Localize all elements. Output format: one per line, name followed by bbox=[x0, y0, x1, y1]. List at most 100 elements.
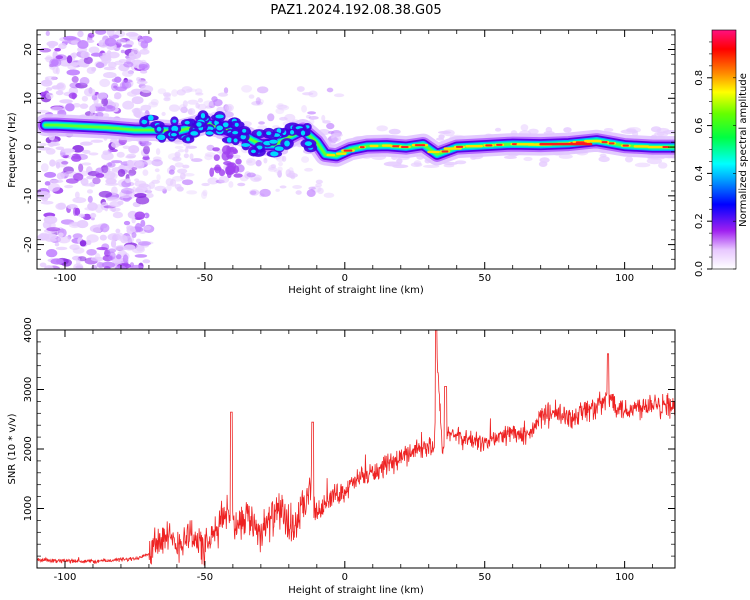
noise-blob bbox=[101, 261, 116, 269]
noise-blob bbox=[202, 189, 208, 197]
ridge-burst-core bbox=[196, 122, 202, 127]
noise-blob bbox=[134, 188, 144, 194]
noise-blob bbox=[190, 158, 203, 163]
ridge-burst-core bbox=[157, 134, 166, 141]
noise-blob bbox=[72, 247, 85, 254]
noise-blob bbox=[110, 141, 120, 148]
noise-blob bbox=[77, 40, 89, 49]
noise-blob bbox=[157, 88, 167, 95]
noise-blob bbox=[223, 87, 229, 94]
noise-blob bbox=[40, 200, 54, 205]
noise-blob bbox=[251, 101, 263, 106]
noise-blob bbox=[189, 153, 194, 160]
noise-blob bbox=[256, 86, 269, 94]
snr-ytick-label: 3000 bbox=[23, 377, 34, 402]
noise-blob bbox=[106, 161, 116, 168]
noise-blob bbox=[121, 70, 134, 77]
noise-blob bbox=[140, 219, 146, 228]
noise-blob bbox=[172, 156, 182, 162]
noise-blob bbox=[86, 234, 99, 243]
spectrogram-ylabel: Frequency (Hz) bbox=[7, 112, 18, 188]
noise-blob bbox=[64, 184, 74, 189]
noise-blob bbox=[174, 145, 184, 149]
noise-blob bbox=[148, 101, 159, 108]
noise-blob bbox=[194, 88, 203, 95]
noise-blob bbox=[143, 145, 150, 155]
noise-blob bbox=[241, 84, 253, 93]
noise-blob bbox=[326, 122, 335, 130]
noise-blob bbox=[55, 55, 64, 60]
noise-blob bbox=[284, 113, 296, 122]
noise-blob bbox=[235, 158, 242, 165]
noise-blob bbox=[117, 38, 126, 44]
spectrogram-xtick-label: 50 bbox=[478, 273, 491, 284]
noise-blob bbox=[110, 172, 118, 180]
noise-blob bbox=[106, 197, 120, 202]
noise-blob bbox=[156, 174, 161, 181]
noise-blob bbox=[77, 30, 84, 38]
snr-xtick-label: 0 bbox=[342, 572, 348, 583]
noise-blob bbox=[46, 227, 61, 232]
ridge-burst-core bbox=[156, 126, 162, 132]
noise-blob bbox=[59, 99, 73, 104]
ridge-burst-core bbox=[171, 132, 177, 137]
noise-blob bbox=[201, 182, 210, 187]
snr-ytick-label: 1000 bbox=[23, 496, 34, 521]
noise-blob bbox=[217, 92, 229, 97]
noise-blob bbox=[301, 156, 310, 163]
noise-blob bbox=[443, 164, 455, 168]
noise-blob bbox=[81, 162, 92, 166]
noise-blob bbox=[103, 71, 117, 79]
noise-blob bbox=[37, 109, 50, 114]
noise-blob bbox=[184, 147, 189, 153]
noise-blob bbox=[101, 54, 112, 64]
noise-blob bbox=[308, 90, 318, 98]
noise-blob bbox=[81, 95, 89, 102]
noise-blob bbox=[105, 177, 117, 185]
noise-blob bbox=[140, 70, 148, 74]
noise-blob bbox=[110, 239, 117, 248]
ridge-burst-core bbox=[234, 122, 239, 127]
spectrogram-ridge bbox=[37, 110, 675, 167]
noise-blob bbox=[255, 159, 262, 167]
noise-blob bbox=[330, 132, 336, 139]
noise-blob bbox=[237, 182, 246, 187]
noise-blob bbox=[112, 211, 124, 219]
noise-blob bbox=[129, 264, 144, 269]
noise-blob bbox=[545, 126, 553, 133]
spectrogram-ytick-label: -10 bbox=[23, 188, 34, 204]
colorbar-ticks: 0.0 0.2 0.4 0.6 0.8 bbox=[694, 41, 736, 277]
noise-blob bbox=[142, 156, 150, 161]
noise-blob bbox=[103, 266, 111, 269]
noise-blob bbox=[65, 103, 75, 112]
noise-blob bbox=[55, 202, 67, 210]
snr-xtick-label: 50 bbox=[478, 572, 491, 583]
noise-blob bbox=[76, 257, 81, 266]
spectrogram-ytick-label: -20 bbox=[23, 236, 34, 252]
noise-blob bbox=[87, 202, 98, 211]
noise-blob bbox=[95, 173, 105, 178]
noise-blob bbox=[71, 76, 79, 83]
spectrogram-xtick-label: 100 bbox=[615, 273, 634, 284]
snr-ylabel: SNR (10 * v/v) bbox=[7, 413, 18, 484]
noise-blob bbox=[228, 181, 234, 188]
noise-blob bbox=[47, 182, 61, 192]
noise-blob bbox=[263, 157, 268, 164]
noise-blob bbox=[122, 79, 133, 83]
noise-blob bbox=[101, 164, 109, 174]
noise-blob bbox=[154, 168, 160, 173]
noise-blob bbox=[43, 215, 58, 225]
noise-blob bbox=[183, 172, 195, 177]
noise-blob bbox=[178, 104, 187, 112]
noise-blob bbox=[277, 102, 284, 107]
noise-blob bbox=[39, 142, 47, 147]
noise-blob bbox=[620, 129, 638, 134]
snr-xtick-label: -100 bbox=[54, 572, 77, 583]
spectrogram-xtick-label: -100 bbox=[54, 273, 77, 284]
noise-blob bbox=[72, 145, 84, 153]
ridge-burst-core bbox=[300, 130, 306, 136]
noise-blob bbox=[68, 92, 78, 99]
noise-blob bbox=[134, 193, 147, 198]
noise-blob bbox=[388, 128, 401, 135]
